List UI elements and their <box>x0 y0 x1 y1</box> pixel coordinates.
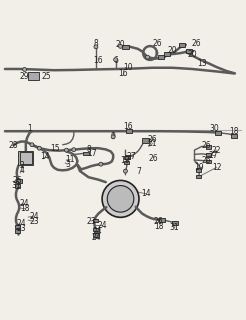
Text: 26: 26 <box>148 135 157 144</box>
Text: 26: 26 <box>202 156 212 165</box>
Text: 26: 26 <box>149 154 159 163</box>
Bar <box>159 218 165 222</box>
Text: 11: 11 <box>65 155 75 164</box>
Text: 1: 1 <box>27 124 32 133</box>
Bar <box>126 129 132 133</box>
Text: 31: 31 <box>11 181 21 190</box>
Circle shape <box>94 45 98 49</box>
Text: 18: 18 <box>229 127 238 136</box>
Bar <box>231 134 237 138</box>
Circle shape <box>99 162 103 166</box>
Text: 14: 14 <box>41 152 50 161</box>
Text: 24: 24 <box>29 212 39 220</box>
Circle shape <box>119 44 123 48</box>
Text: 9: 9 <box>111 132 116 141</box>
Circle shape <box>64 148 68 152</box>
Text: 17: 17 <box>87 149 97 158</box>
Bar <box>196 175 201 178</box>
Circle shape <box>114 58 118 61</box>
Text: 23: 23 <box>86 217 96 226</box>
Text: 7: 7 <box>137 167 141 176</box>
Text: 19: 19 <box>121 156 130 165</box>
Text: 4: 4 <box>20 166 25 175</box>
Bar <box>93 228 99 231</box>
Bar <box>179 43 185 47</box>
Text: 14: 14 <box>141 189 151 198</box>
Text: 8: 8 <box>93 39 98 48</box>
Text: 13: 13 <box>197 59 207 68</box>
Text: 20: 20 <box>187 50 197 59</box>
Bar <box>124 156 130 159</box>
Bar <box>28 72 39 80</box>
Bar <box>172 221 178 225</box>
Text: 16: 16 <box>123 122 133 131</box>
Text: 30: 30 <box>209 124 219 133</box>
Text: 18: 18 <box>20 204 29 213</box>
Bar <box>164 52 170 56</box>
Circle shape <box>123 169 127 173</box>
Text: 26: 26 <box>192 39 202 48</box>
Bar <box>18 151 33 165</box>
Text: 27: 27 <box>127 152 137 161</box>
Circle shape <box>72 148 76 152</box>
Circle shape <box>102 180 139 217</box>
Text: 6: 6 <box>113 56 118 65</box>
Text: 24: 24 <box>91 233 101 242</box>
Bar <box>93 233 99 236</box>
Text: 26: 26 <box>13 176 23 185</box>
Bar <box>124 161 129 164</box>
Text: 28: 28 <box>9 141 18 150</box>
Text: 10: 10 <box>123 62 133 71</box>
Text: 15: 15 <box>50 144 60 153</box>
Bar <box>158 55 164 59</box>
Text: 18: 18 <box>154 222 163 231</box>
Bar <box>20 152 32 164</box>
Circle shape <box>23 68 27 71</box>
Circle shape <box>37 146 41 150</box>
Bar <box>83 151 89 155</box>
Circle shape <box>107 186 134 212</box>
Text: 31: 31 <box>170 223 180 232</box>
Text: 12: 12 <box>212 163 221 172</box>
Bar <box>15 225 20 228</box>
Text: 8: 8 <box>86 145 91 154</box>
Bar <box>15 184 20 188</box>
Bar <box>206 160 211 163</box>
Bar <box>125 155 130 159</box>
Bar <box>122 44 129 49</box>
Text: 24: 24 <box>20 199 30 208</box>
Circle shape <box>146 55 150 59</box>
Text: 16: 16 <box>118 69 128 78</box>
Text: 19: 19 <box>194 163 204 172</box>
Text: 21: 21 <box>148 139 157 148</box>
Text: 24: 24 <box>92 227 102 236</box>
Bar <box>196 168 201 172</box>
Text: 2: 2 <box>20 161 25 170</box>
Circle shape <box>30 143 34 147</box>
Text: 26: 26 <box>202 141 212 150</box>
Text: 23: 23 <box>29 217 39 226</box>
Text: 16: 16 <box>93 56 103 65</box>
Text: 3: 3 <box>65 160 70 169</box>
Bar <box>93 219 98 222</box>
Text: 24: 24 <box>16 220 26 228</box>
Text: 26: 26 <box>154 218 164 227</box>
Bar <box>206 145 211 149</box>
Text: 23: 23 <box>16 224 26 233</box>
Text: 22: 22 <box>212 146 221 155</box>
Bar <box>206 153 211 157</box>
Text: 20: 20 <box>167 46 177 55</box>
Text: 26: 26 <box>153 39 162 48</box>
Text: 29: 29 <box>20 72 30 81</box>
Bar <box>142 138 149 142</box>
Bar <box>15 229 20 233</box>
Bar <box>16 179 22 183</box>
Bar <box>186 49 192 53</box>
Text: 20: 20 <box>116 40 125 49</box>
Text: 24: 24 <box>97 221 107 230</box>
Circle shape <box>111 135 115 139</box>
Bar <box>215 131 221 135</box>
Text: 27: 27 <box>209 151 218 160</box>
Text: 25: 25 <box>42 72 52 81</box>
